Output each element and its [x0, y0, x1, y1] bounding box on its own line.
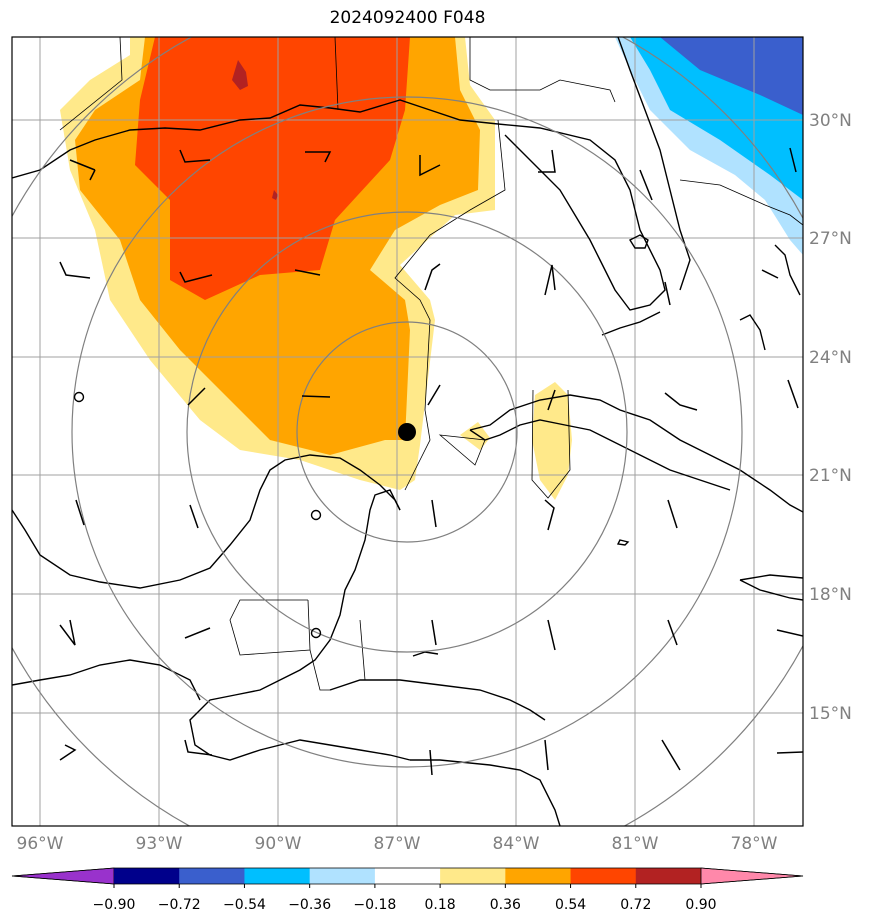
- coastlines: [12, 37, 803, 826]
- lat-label: 15°N: [809, 704, 852, 724]
- colorbar-extend-low: [11, 867, 115, 885]
- lon-label: 96°W: [17, 834, 64, 854]
- lon-label: 81°W: [612, 834, 659, 854]
- colorbar-tick-label: 0.72: [620, 897, 651, 913]
- colorbar-tick-label: −0.54: [223, 897, 266, 913]
- colorbar-segment: [114, 868, 180, 884]
- longitude-labels: 96°W 93°W 90°W 87°W 84°W 81°W 78°W: [17, 834, 778, 854]
- anomaly-fill-0.18-yucatan-east: [460, 422, 490, 450]
- lat-label: 18°N: [809, 585, 852, 605]
- range-rings: [12, 37, 803, 826]
- colorbar-tick-label: 0.54: [555, 897, 586, 913]
- map-title: 2024092400 F048: [329, 8, 486, 28]
- colorbar-tick-label: −0.72: [158, 897, 201, 913]
- colorbar: −0.90 −0.72 −0.54 −0.36 −0.18 0.18 0.36 0.54 0.7…: [11, 867, 804, 913]
- colorbar-segment: [244, 868, 311, 884]
- lat-label: 24°N: [809, 348, 852, 368]
- lon-label: 84°W: [493, 834, 540, 854]
- anomaly-fill-0.18-cuba: [532, 382, 572, 500]
- colorbar-segment: [309, 868, 376, 884]
- colorbar-segment: [635, 868, 702, 884]
- lon-label: 90°W: [255, 834, 302, 854]
- colorbar-extend-high: [700, 867, 804, 885]
- lat-label: 30°N: [809, 111, 852, 131]
- colorbar-tick-label: −0.18: [353, 897, 396, 913]
- storm-center-marker: [398, 423, 416, 441]
- map-frame: [11, 36, 804, 827]
- colorbar-tick-label: 0.90: [685, 897, 716, 913]
- colorbar-segment: [179, 868, 245, 884]
- colorbar-tick-label: 0.18: [425, 897, 456, 913]
- lon-label: 93°W: [136, 834, 183, 854]
- wind-barbs: [59, 147, 803, 776]
- lon-label: 78°W: [731, 834, 778, 854]
- lat-label: 21°N: [809, 466, 852, 486]
- anomaly-fill-neg-0.54: [660, 37, 803, 115]
- anomaly-fill-0.54: [135, 37, 410, 300]
- colorbar-segment: [505, 868, 572, 884]
- borders: [59, 37, 803, 691]
- calm-circles: [73, 391, 322, 639]
- colorbar-tick-label: 0.36: [490, 897, 521, 913]
- colorbar-tick-label: −0.36: [288, 897, 331, 913]
- colorbar-segment: [374, 868, 441, 884]
- map-area: [12, 37, 803, 826]
- latitude-labels: 30°N 27°N 24°N 21°N 18°N 15°N: [809, 111, 852, 724]
- colorbar-tick-label: −0.90: [93, 897, 136, 913]
- gridlines: [12, 37, 803, 826]
- colorbar-segment: [570, 868, 637, 884]
- lon-label: 87°W: [374, 834, 421, 854]
- anomaly-fill-0.72b: [272, 190, 278, 200]
- anomaly-fill-0.72: [232, 60, 248, 90]
- lat-label: 27°N: [809, 229, 852, 249]
- colorbar-segment: [440, 868, 506, 884]
